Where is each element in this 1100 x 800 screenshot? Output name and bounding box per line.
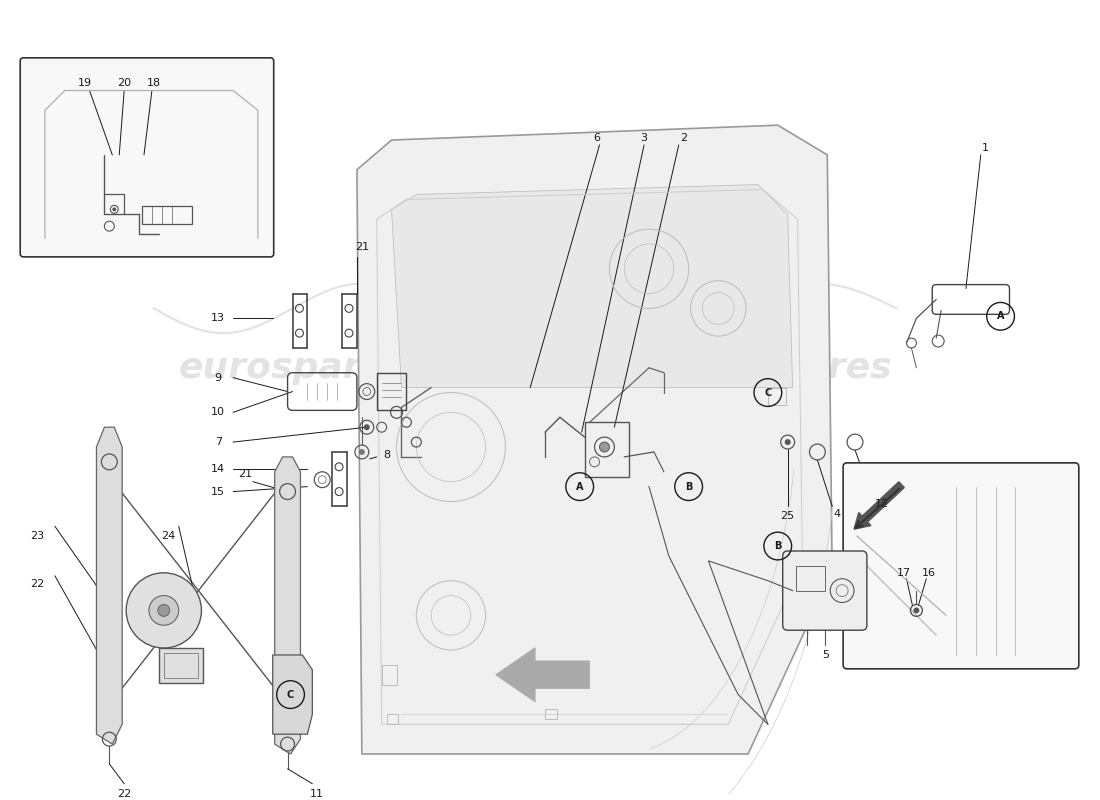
Text: C: C [287, 690, 294, 699]
Polygon shape [273, 655, 312, 734]
Bar [382, 665, 396, 685]
Text: 22: 22 [30, 578, 44, 589]
Circle shape [364, 424, 370, 430]
Text: 4: 4 [834, 510, 840, 519]
Circle shape [126, 573, 201, 648]
Text: 6: 6 [593, 133, 600, 143]
Bar [795, 566, 825, 590]
Bar [376, 373, 406, 410]
FancyArrow shape [854, 482, 904, 530]
Polygon shape [275, 457, 300, 754]
Text: 10: 10 [211, 407, 226, 418]
FancyBboxPatch shape [20, 58, 274, 257]
Text: 22: 22 [117, 789, 131, 798]
Text: 9: 9 [214, 373, 222, 382]
Polygon shape [97, 427, 122, 744]
Text: 16: 16 [922, 568, 936, 578]
Text: B: B [685, 482, 692, 492]
Circle shape [158, 605, 169, 616]
Text: A: A [576, 482, 583, 492]
Text: 8: 8 [383, 450, 390, 460]
Text: C: C [764, 387, 771, 398]
Circle shape [359, 449, 365, 455]
FancyBboxPatch shape [783, 551, 867, 630]
Bar [158, 648, 204, 682]
Text: 1: 1 [982, 143, 989, 153]
Bar [544, 710, 557, 719]
Text: 15: 15 [211, 486, 226, 497]
Text: 21: 21 [238, 469, 252, 478]
Text: 19: 19 [77, 78, 91, 87]
Text: 12: 12 [874, 499, 889, 510]
Bar [386, 714, 398, 724]
Text: 17: 17 [896, 568, 911, 578]
Text: eurospares: eurospares [178, 350, 407, 385]
Circle shape [112, 207, 117, 211]
Text: 14: 14 [211, 464, 226, 474]
Text: A: A [997, 311, 1004, 322]
Text: 5: 5 [822, 650, 828, 660]
Text: 7: 7 [214, 437, 222, 447]
FancyBboxPatch shape [843, 463, 1079, 669]
Circle shape [600, 442, 609, 452]
Text: 2: 2 [680, 133, 688, 143]
Text: eurospares: eurospares [663, 350, 892, 385]
Circle shape [913, 607, 920, 614]
Bar [768, 387, 785, 406]
Bar [164, 653, 198, 678]
Text: 21: 21 [355, 242, 368, 252]
Text: 20: 20 [117, 78, 131, 87]
Polygon shape [392, 185, 793, 387]
Text: 3: 3 [640, 133, 648, 143]
Circle shape [784, 439, 791, 445]
Text: 13: 13 [211, 314, 226, 323]
Text: 24: 24 [162, 531, 176, 541]
Bar [142, 206, 191, 224]
Text: 23: 23 [30, 531, 44, 541]
Text: 25: 25 [781, 511, 794, 522]
FancyArrow shape [495, 647, 590, 702]
Text: 11: 11 [310, 789, 324, 798]
Bar [585, 422, 629, 477]
Text: B: B [774, 541, 781, 551]
Polygon shape [356, 125, 833, 754]
Circle shape [148, 595, 178, 626]
Text: 18: 18 [146, 78, 161, 87]
